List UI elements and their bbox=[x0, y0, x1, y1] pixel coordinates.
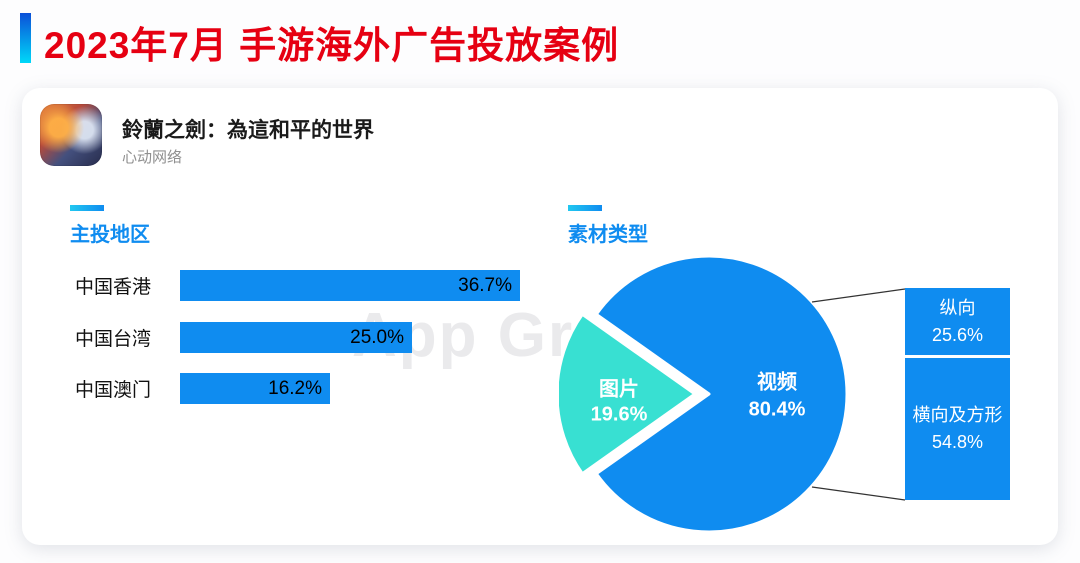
callout-vertical-value: 25.6% bbox=[931, 324, 984, 345]
callout-horizontal-square-text: 横向及方形 54.8% bbox=[912, 402, 1003, 456]
pie-label-image-value: 19.6% bbox=[590, 403, 648, 426]
section-title-materials: 素材类型 bbox=[568, 224, 648, 246]
pie-label-image-name: 图片 bbox=[599, 378, 639, 401]
section-materials: 素材类型 bbox=[568, 205, 648, 247]
region-row: 中国台湾 25.0% bbox=[75, 322, 412, 353]
section-tick-icon bbox=[70, 205, 104, 211]
app-icon bbox=[40, 104, 102, 166]
region-value: 25.0% bbox=[350, 326, 404, 348]
content-card: App Gr 鈴蘭之劍：為這和平的世界 心动网络 主投地区 中国香港 36.7%… bbox=[22, 88, 1058, 545]
region-value: 16.2% bbox=[268, 377, 322, 399]
region-label: 中国澳门 bbox=[75, 380, 152, 401]
region-bar: 36.7% bbox=[180, 270, 520, 301]
title-accent-bar bbox=[20, 13, 31, 63]
page-title: 2023年7月 手游海外广告投放案例 bbox=[44, 25, 620, 66]
material-pie-chart bbox=[555, 244, 859, 544]
region-bar: 25.0% bbox=[180, 322, 412, 353]
app-company: 心动网络 bbox=[122, 149, 183, 166]
pie-svg bbox=[555, 254, 849, 534]
pie-slice-video bbox=[594, 254, 849, 534]
section-tick-icon bbox=[568, 205, 602, 211]
region-label: 中国香港 bbox=[75, 277, 152, 298]
video-breakdown-stack: 纵向 25.6% 横向及方形 54.8% bbox=[905, 288, 1010, 500]
pie-label-video-value: 80.4% bbox=[748, 398, 806, 421]
region-bar: 16.2% bbox=[180, 373, 330, 404]
app-name: 鈴蘭之劍：為這和平的世界 bbox=[122, 119, 374, 142]
section-regions: 主投地区 bbox=[70, 205, 150, 247]
region-row: 中国澳门 16.2% bbox=[75, 373, 330, 404]
callout-vertical: 纵向 25.6% bbox=[905, 288, 1010, 355]
callout-vertical-label: 纵向 bbox=[939, 297, 976, 318]
region-row: 中国香港 36.7% bbox=[75, 270, 520, 301]
region-value: 36.7% bbox=[458, 274, 512, 296]
section-title-regions: 主投地区 bbox=[70, 224, 150, 246]
pie-label-video-name: 视频 bbox=[757, 371, 797, 394]
region-label: 中国台湾 bbox=[75, 329, 152, 350]
callout-horizontal-square-label: 横向及方形 bbox=[912, 405, 1003, 425]
callout-horizontal-square: 横向及方形 54.8% bbox=[905, 358, 1010, 500]
callout-horizontal-square-value: 54.8% bbox=[931, 432, 984, 452]
